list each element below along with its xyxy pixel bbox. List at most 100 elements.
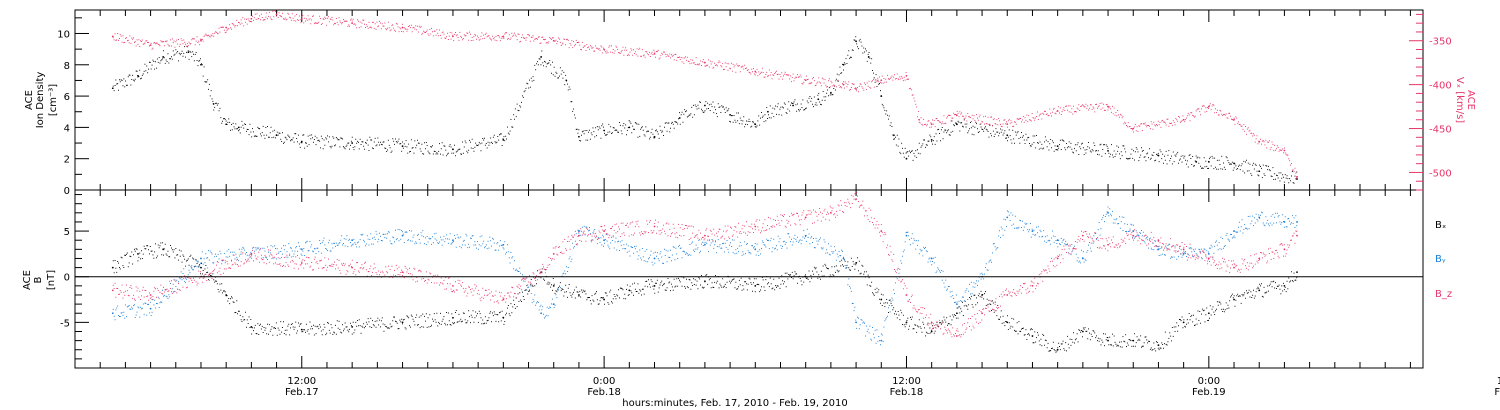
data-point — [351, 22, 354, 25]
data-point — [892, 134, 895, 137]
data-point — [754, 70, 757, 73]
data-point — [955, 312, 958, 315]
data-point — [918, 118, 920, 121]
data-point — [653, 257, 656, 260]
top-left-ylabel-line2: Ion Density — [35, 72, 46, 129]
series-b1 — [111, 206, 1298, 346]
legend-item: Bᵧ — [1435, 254, 1446, 265]
data-point — [628, 126, 631, 129]
data-point — [880, 230, 883, 232]
data-point — [502, 139, 505, 141]
data-point — [817, 98, 820, 101]
data-point — [1132, 234, 1135, 237]
legend: Bₓ Bᵧ B_z — [1435, 220, 1452, 300]
bottom-left-ylabel: ACE B [nT] — [22, 270, 57, 290]
data-point — [1182, 321, 1185, 324]
data-point — [930, 123, 933, 126]
data-point — [678, 117, 681, 119]
data-point — [930, 139, 933, 141]
series-b0 — [111, 242, 1298, 353]
data-point — [187, 51, 190, 54]
data-point — [1258, 257, 1261, 260]
data-point — [1006, 134, 1009, 137]
data-point — [804, 234, 807, 237]
data-point — [1031, 230, 1034, 232]
data-point — [1107, 339, 1109, 342]
data-point — [653, 53, 656, 55]
data-point — [704, 104, 706, 107]
data-point — [1056, 145, 1059, 148]
data-point — [1157, 248, 1160, 251]
data-point — [729, 113, 732, 116]
data-point — [111, 35, 114, 38]
bottom-panel-series — [111, 191, 1298, 353]
data-point — [250, 326, 253, 328]
y-right-tick-label: -500 — [1429, 168, 1452, 179]
data-point — [200, 39, 202, 42]
x-tick-date: Feb.18 — [587, 387, 621, 398]
data-point — [880, 79, 883, 82]
top-right-ylabel: ACE Vₓ [km/s] — [1454, 77, 1476, 123]
series-b2 — [111, 191, 1298, 338]
data-point — [1031, 335, 1034, 337]
data-point — [1157, 154, 1160, 157]
data-point — [653, 225, 656, 228]
data-point — [754, 248, 757, 251]
data-point — [351, 142, 354, 144]
data-point — [1006, 216, 1009, 219]
series-density — [111, 36, 1298, 184]
data-point — [578, 135, 580, 138]
data-point — [1195, 160, 1198, 163]
x-axis-ticks: 12:00Feb.170:00Feb.1812:00Feb.180:00Feb.… — [74, 10, 1500, 398]
data-point — [1107, 105, 1109, 108]
data-point — [867, 56, 870, 58]
data-point — [1283, 149, 1286, 152]
data-point — [111, 312, 114, 315]
data-point — [1132, 127, 1135, 130]
data-point — [162, 248, 165, 251]
data-point — [842, 257, 845, 260]
data-point — [1006, 123, 1009, 126]
data-point — [212, 103, 215, 105]
data-point — [1107, 243, 1109, 246]
data-point — [1081, 234, 1084, 237]
data-point — [754, 284, 757, 287]
data-point — [540, 56, 543, 58]
data-point — [149, 294, 152, 296]
data-point — [905, 234, 908, 237]
x-tick-date: Feb.17 — [285, 387, 319, 398]
bottom-left-ylabel-line2: B — [33, 276, 44, 283]
data-point — [200, 257, 202, 260]
data-point — [200, 266, 202, 269]
y-tick-label: 0 — [64, 186, 70, 197]
legend-item: B_z — [1435, 289, 1452, 300]
x-tick-time: 12:00 — [1497, 376, 1500, 387]
data-point — [351, 239, 354, 242]
data-point — [1233, 298, 1235, 301]
data-point — [1296, 234, 1298, 237]
data-point — [930, 321, 933, 324]
data-point — [1258, 170, 1261, 173]
data-point — [1056, 239, 1059, 242]
bottom-left-ylabel-line1: ACE — [22, 270, 33, 290]
data-point — [111, 87, 114, 90]
series-velocity — [111, 10, 1298, 179]
data-point — [754, 123, 757, 126]
top-left-ylabel-line1: ACE — [24, 90, 35, 110]
y-tick-label: 10 — [57, 29, 70, 40]
data-point — [149, 307, 152, 310]
data-point — [111, 266, 114, 269]
data-point — [1258, 289, 1261, 292]
data-point — [603, 298, 606, 301]
data-point — [1258, 216, 1261, 219]
data-point — [300, 248, 303, 251]
data-point — [1056, 348, 1059, 351]
top-panel-ticks: 0 2 4 6 8 10 -500 -450 -400 -350 — [57, 13, 1452, 197]
data-point — [880, 298, 883, 301]
data-point — [1233, 230, 1235, 232]
data-point — [653, 284, 656, 287]
top-panel-frame — [74, 9, 1424, 191]
data-point — [981, 312, 983, 315]
x-tick-time: 0:00 — [1198, 376, 1220, 387]
